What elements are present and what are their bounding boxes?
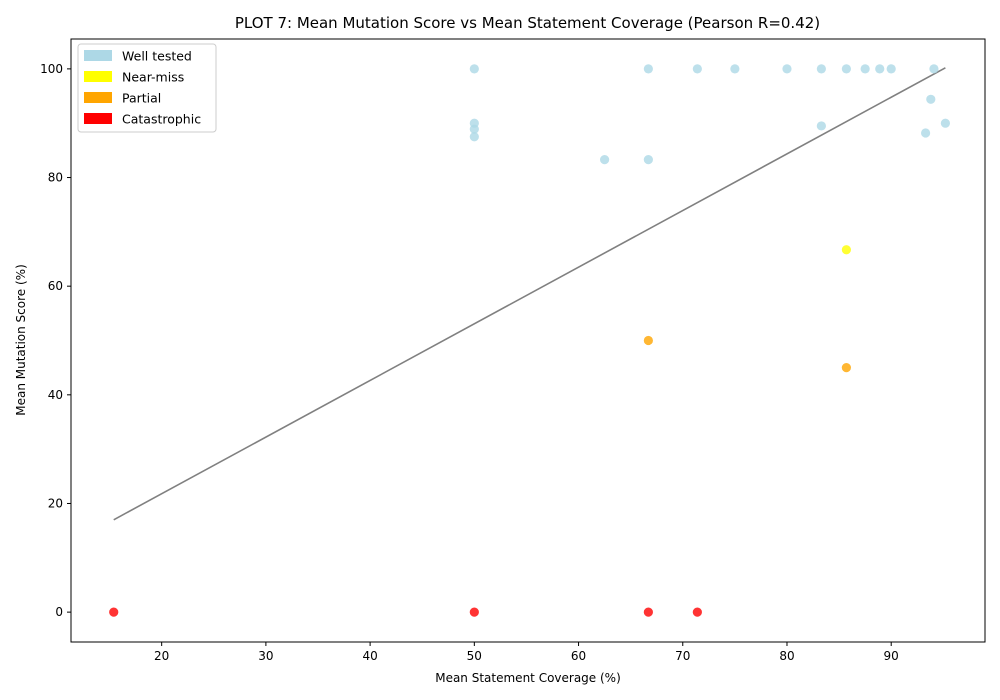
y-axis-title: Mean Mutation Score (%) <box>14 264 28 416</box>
data-point <box>920 128 931 138</box>
x-tick-label: 50 <box>467 649 482 663</box>
data-point <box>469 124 479 134</box>
x-tick-label: 20 <box>154 649 169 663</box>
y-tick-label: 80 <box>48 171 63 185</box>
legend-swatch <box>84 92 112 103</box>
data-point <box>643 155 653 165</box>
data-point <box>841 363 851 373</box>
y-tick-label: 40 <box>48 388 63 402</box>
data-point <box>730 64 740 74</box>
x-tick-label: 90 <box>884 649 899 663</box>
chart-title: PLOT 7: Mean Mutation Score vs Mean Stat… <box>235 14 820 32</box>
data-point <box>841 64 851 74</box>
x-tick-label: 30 <box>258 649 273 663</box>
data-point <box>109 607 119 617</box>
data-point <box>469 64 479 74</box>
x-tick-label: 40 <box>362 649 377 663</box>
data-point <box>782 64 792 74</box>
x-tick-label: 80 <box>779 649 794 663</box>
data-point <box>692 607 702 617</box>
data-point <box>926 94 936 104</box>
y-tick-label: 60 <box>48 279 63 293</box>
data-point <box>929 64 939 74</box>
legend-swatch <box>84 50 112 61</box>
data-point <box>469 607 479 617</box>
legend-label: Catastrophic <box>122 112 201 127</box>
data-point <box>600 155 610 165</box>
data-point <box>860 64 870 74</box>
legend-label: Partial <box>122 91 161 106</box>
data-point <box>940 118 950 128</box>
data-point <box>841 245 851 255</box>
data-point <box>692 64 702 74</box>
data-point <box>886 64 896 74</box>
legend-swatch <box>84 71 112 82</box>
y-tick-label: 20 <box>48 496 63 510</box>
x-axis-title: Mean Statement Coverage (%) <box>435 671 621 685</box>
legend-label: Well tested <box>122 49 192 64</box>
y-tick-label: 0 <box>55 605 63 619</box>
data-point <box>816 121 826 131</box>
legend: Well tested Near-miss Partial Catastrophic <box>77 43 217 133</box>
x-tick-label: 60 <box>571 649 586 663</box>
legend-swatch <box>84 113 112 124</box>
data-point <box>643 335 653 346</box>
legend-box <box>77 43 217 133</box>
data-point <box>469 132 479 142</box>
trend-line <box>113 67 946 521</box>
x-tick-label: 70 <box>675 649 690 663</box>
data-point <box>643 607 653 617</box>
data-point <box>643 64 653 74</box>
plot-frame <box>70 38 986 643</box>
data-point <box>875 64 885 74</box>
legend-label: Near-miss <box>122 70 184 85</box>
data-point <box>816 64 826 74</box>
y-tick-label: 100 <box>40 62 63 76</box>
